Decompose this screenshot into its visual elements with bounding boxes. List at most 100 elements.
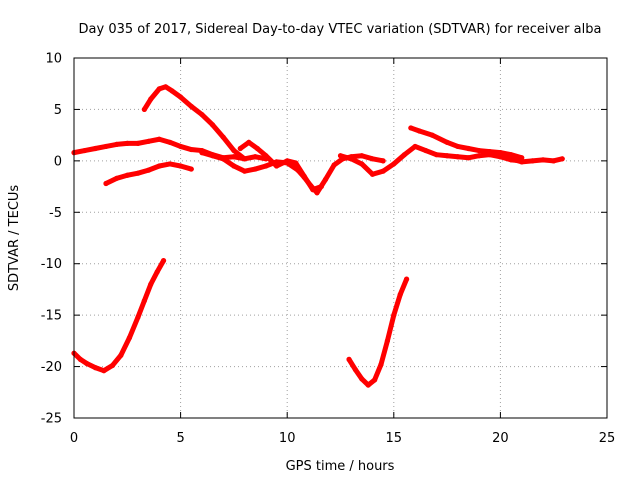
axis-ticks: 0 5 10 15 20 25 -25 -20 -15 -10 -5 0 5 10 [41,52,616,447]
data-point [497,153,503,159]
data-point [101,368,107,374]
data-point [237,145,243,152]
data-point [169,88,175,94]
data-point [369,156,376,162]
data-point [135,170,141,176]
data-point [118,352,124,358]
data-point [199,150,205,156]
y-tick-label: 10 [45,52,62,67]
data-point [322,176,329,182]
series-sat-c [103,161,194,187]
data-point [465,145,472,152]
data-point [352,367,359,373]
data-point [231,147,237,154]
data-point [263,163,269,169]
data-point [178,143,184,150]
data-point [301,173,307,179]
x-tick-label: 20 [492,431,509,446]
data-point [146,138,152,144]
data-point [135,314,141,320]
data-point [365,382,371,388]
y-tick-label: -25 [41,412,62,427]
data-point [401,152,408,158]
data-point [254,145,260,152]
data-point [103,180,109,187]
data-point [378,361,384,368]
data-point [188,146,194,153]
data-point [163,84,169,90]
data-point [241,168,248,174]
data-point [529,158,535,164]
data-point [124,140,130,146]
data-point [444,139,450,145]
data-point [310,187,316,193]
series-line [346,276,410,388]
data-point [252,154,258,160]
data-point [372,377,378,383]
data-point [156,86,162,92]
data-point [167,161,173,167]
data-point [209,122,216,128]
data-point [359,376,365,382]
data-point [551,158,557,164]
chart-title: Day 035 of 2017, Sidereal Day-to-day VTE… [79,22,602,37]
y-tick-label: 5 [54,103,62,118]
data-point [199,111,205,118]
data-point [412,143,418,150]
data-point [380,168,386,174]
data-point [318,183,324,190]
data-point [293,160,299,166]
data-point [160,258,167,264]
y-axis-label: SDTVAR / TECUs [7,185,22,292]
series-sat-f [337,143,525,177]
data-point [397,291,403,298]
data-point [508,156,514,162]
data-point [109,362,115,369]
data-point [231,163,237,169]
data-point [178,94,184,100]
data-point [154,269,160,275]
y-tick-label: -5 [49,206,62,221]
data-point [284,158,290,164]
data-point [273,163,280,169]
data-point [476,153,482,159]
data-point [433,152,440,158]
data-point [77,356,83,362]
series-sat-i [71,258,167,374]
y-tick-label: -10 [41,257,62,272]
data-point [403,276,410,282]
data-point [156,163,162,169]
data-point [220,134,226,140]
data-point [188,103,194,109]
data-series [71,84,565,388]
data-point [540,157,546,163]
data-point [423,147,429,154]
x-tick-label: 0 [70,431,78,446]
data-point [103,143,109,150]
x-tick-label: 10 [279,431,296,446]
data-point [148,281,154,287]
x-tick-label: 5 [176,431,184,446]
data-point [141,298,147,304]
data-point [82,147,88,154]
data-point [92,145,98,152]
data-point [337,153,344,159]
data-point [241,156,248,162]
series-line [237,139,324,193]
data-point [114,175,120,181]
series-sat-j [346,276,410,388]
data-point [455,154,461,160]
data-point [135,140,141,146]
y-tick-label: 0 [54,154,62,169]
data-point [126,335,133,341]
data-point [178,163,184,169]
data-point [246,139,252,145]
series-sat-h [497,153,565,165]
data-point [519,159,525,165]
series-sat-e [237,139,324,193]
data-point [408,125,414,131]
series-sat-a [71,136,269,162]
x-tick-label: 15 [386,431,403,446]
data-point [487,149,493,155]
